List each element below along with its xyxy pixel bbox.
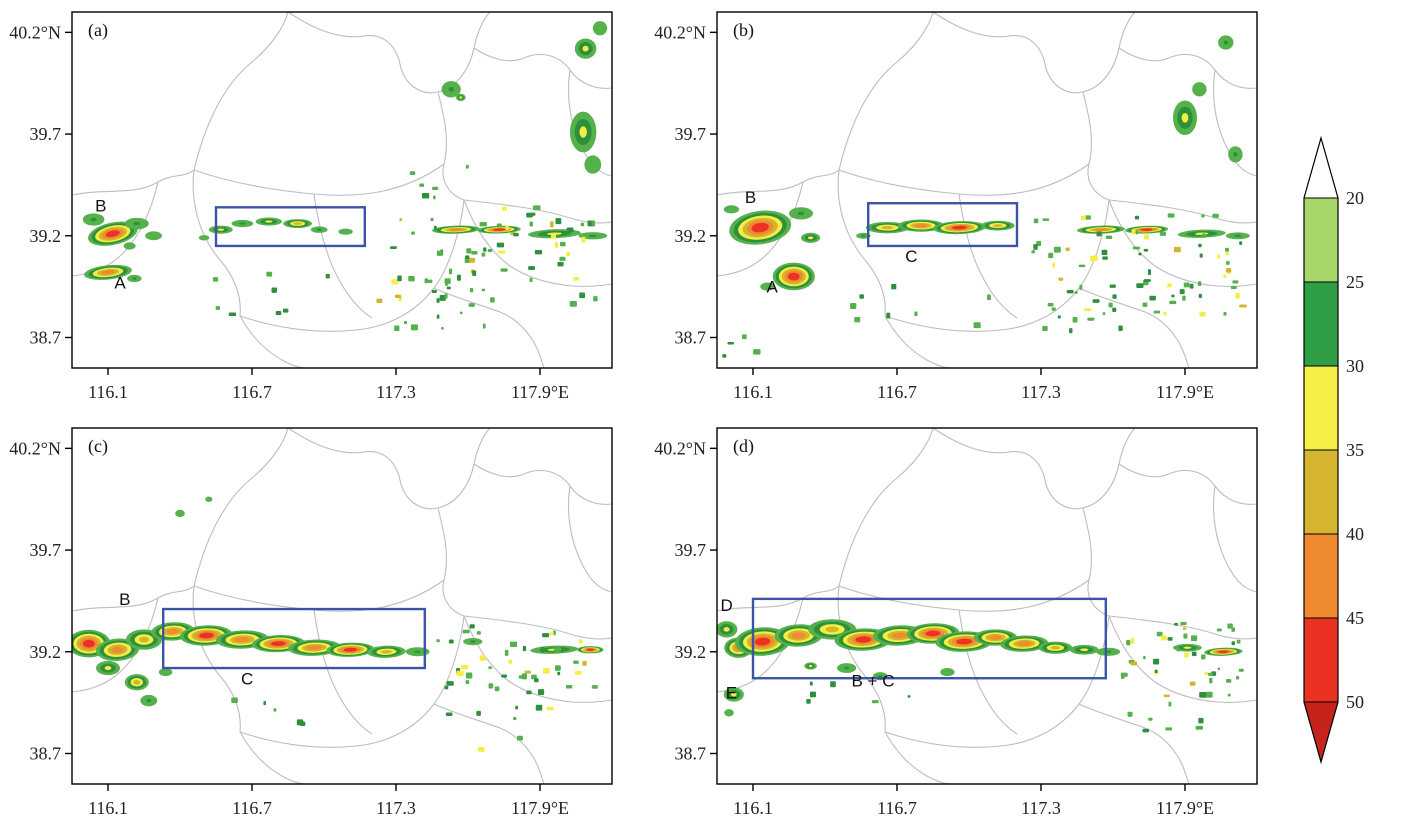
echo-label: B + C	[852, 671, 895, 690]
colorbar-svg: 20 25 30 35 40 45 50	[1303, 135, 1364, 765]
panel-a: B A 116.1 116.7 117.3 117.9°E 40.2°N 39.7 39.2 38…	[0, 0, 645, 416]
panel-c: B C 116.1 116.7 117.3 117.9°E 40.2°N 39.7 39.2 38…	[0, 416, 645, 832]
x-tick-label: 116.1	[88, 798, 128, 818]
x-tick-label: 117.3	[1021, 382, 1061, 402]
map-boundaries	[717, 428, 1257, 784]
colorbar-band	[1304, 618, 1338, 702]
y-tick-label: 39.2	[675, 642, 707, 662]
y-tick-label: 39.7	[675, 124, 707, 144]
x-tick-label: 117.3	[1021, 798, 1061, 818]
plot-border	[71, 11, 613, 369]
y-tick-label: 40.2°N	[9, 22, 61, 42]
map-content	[717, 12, 1257, 368]
map-boundaries	[72, 12, 612, 368]
y-tick-label: 38.7	[675, 743, 707, 763]
x-tick-label: 116.7	[877, 382, 917, 402]
echo-label: C	[905, 247, 917, 266]
panel-d: D E B + C 116.1 116.7 117.3 117.9°E 40.2°N 39.7 3…	[645, 416, 1290, 832]
echo-label: C	[241, 669, 253, 688]
y-tick-label: 39.2	[30, 642, 62, 662]
x-tick-label: 116.1	[733, 382, 773, 402]
map-content	[72, 12, 612, 368]
echo-label: A	[767, 278, 779, 297]
echo-label: E	[726, 684, 737, 703]
echo-label: B	[745, 188, 756, 207]
colorbar-column: 20 25 30 35 40 45 50	[1290, 0, 1417, 832]
y-tick-label: 40.2°N	[9, 438, 61, 458]
reflectivity-colorbar: 20 25 30 35 40 45 50	[1290, 128, 1415, 788]
y-tick-label: 40.2°N	[654, 22, 706, 42]
analysis-box	[751, 597, 1107, 680]
x-tick-label: 117.9°E	[1156, 798, 1214, 818]
colorbar-tick-label: 45	[1346, 608, 1364, 628]
panel-b: B A C 116.1 116.7 117.3 117.9°E 40.2°N 39.7 39.2 3…	[645, 0, 1290, 416]
x-tick-label: 117.3	[376, 382, 416, 402]
panel-tag: (b)	[733, 20, 754, 41]
colorbar-top-arrow	[1304, 138, 1338, 198]
colorbar-band	[1304, 282, 1338, 366]
x-tick-label: 116.7	[877, 798, 917, 818]
panel-tag: (a)	[88, 20, 108, 41]
radar-map-(a): B A 116.1 116.7 117.3 117.9°E 40.2°N 39.7 39.2 38…	[9, 11, 613, 402]
x-tick-label: 117.9°E	[511, 798, 569, 818]
y-tick-label: 40.2°N	[654, 438, 706, 458]
y-tick-label: 39.2	[675, 226, 707, 246]
x-tick-label: 116.1	[88, 382, 128, 402]
y-tick-label: 38.7	[30, 327, 62, 347]
colorbar-tick-label: 40	[1346, 524, 1364, 544]
colorbar-band	[1304, 366, 1338, 450]
radar-map-(c): B C 116.1 116.7 117.3 117.9°E 40.2°N 39.7 39.2 38…	[9, 427, 613, 818]
y-tick-label: 39.2	[30, 226, 62, 246]
colorbar-tick-label: 25	[1346, 272, 1364, 292]
y-tick-label: 39.7	[675, 540, 707, 560]
panel-grid: B A 116.1 116.7 117.3 117.9°E 40.2°N 39.7 39.2 38…	[0, 0, 1290, 832]
y-tick-label: 38.7	[675, 327, 707, 347]
x-tick-label: 116.1	[733, 798, 773, 818]
x-tick-label: 116.7	[232, 382, 272, 402]
x-tick-label: 117.9°E	[511, 382, 569, 402]
plot-border	[71, 427, 613, 785]
echo-label: B	[119, 590, 130, 609]
x-tick-label: 117.3	[376, 798, 416, 818]
echo-label: B	[95, 196, 106, 215]
panel-tag: (d)	[733, 436, 754, 457]
colorbar-band	[1304, 450, 1338, 534]
radar-map-(b): B A C 116.1 116.7 117.3 117.9°E 40.2°N 39.7 39.2 3…	[654, 11, 1258, 402]
map-boundaries	[72, 428, 612, 784]
colorbar-band	[1304, 198, 1338, 282]
echo-label: A	[114, 274, 126, 293]
colorbar-tick-label: 20	[1346, 188, 1364, 208]
analysis-box	[214, 206, 367, 248]
colorbar-band	[1304, 534, 1338, 618]
y-tick-label: 39.7	[30, 124, 62, 144]
x-tick-label: 116.7	[232, 798, 272, 818]
panel-tag: (c)	[88, 436, 108, 457]
analysis-box	[161, 607, 427, 670]
analysis-box	[866, 202, 1019, 248]
radar-map-(d): D E B + C 116.1 116.7 117.3 117.9°E 40.2°N 39.7 3…	[654, 427, 1258, 818]
map-boundaries	[717, 12, 1257, 368]
plot-border	[716, 427, 1258, 785]
x-tick-label: 117.9°E	[1156, 382, 1214, 402]
colorbar-tick-label: 50	[1346, 692, 1364, 712]
y-tick-label: 39.7	[30, 540, 62, 560]
plot-border	[716, 11, 1258, 369]
map-content	[717, 428, 1257, 784]
colorbar-tick-label: 30	[1346, 356, 1364, 376]
y-tick-label: 38.7	[30, 743, 62, 763]
colorbar-tick-label: 35	[1346, 440, 1364, 460]
colorbar-bottom-arrow	[1304, 702, 1338, 762]
map-content	[72, 428, 612, 784]
echo-label: D	[720, 596, 732, 615]
